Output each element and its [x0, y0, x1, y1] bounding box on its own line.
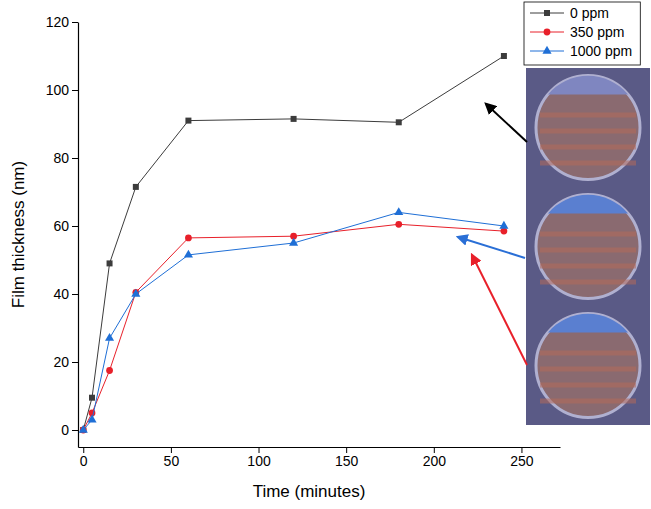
tick: 100	[46, 82, 78, 98]
marker	[501, 228, 508, 235]
marker	[87, 415, 96, 423]
marker	[185, 235, 192, 242]
tick-label: 40	[53, 286, 69, 302]
tick-mark	[72, 294, 78, 295]
y-axis-title: Film thickness (nm)	[9, 161, 28, 308]
tick: 20	[53, 354, 78, 370]
inset-background	[526, 68, 650, 187]
marker	[79, 425, 88, 433]
tick-mark	[72, 430, 78, 431]
marker	[396, 119, 402, 125]
inset-cap	[548, 76, 628, 95]
plot-area	[79, 53, 509, 433]
legend: 0 ppm 350 ppm 1000 ppm	[524, 2, 640, 65]
x-axis: 0 50 100 150 200 250	[79, 447, 561, 469]
arrow	[472, 255, 527, 365]
tick: 80	[53, 150, 78, 166]
inset-cap	[548, 195, 628, 214]
inset-band	[540, 264, 636, 269]
inset-background	[526, 187, 650, 306]
legend-label: 0 ppm	[570, 5, 609, 21]
arrow	[458, 237, 525, 258]
axis-line	[78, 23, 79, 448]
marker	[394, 207, 403, 215]
tick: 60	[53, 218, 78, 234]
inset-disc	[536, 195, 640, 299]
marker	[107, 260, 113, 266]
inset-disc	[536, 76, 640, 180]
legend-marker	[544, 10, 550, 16]
tick: 100	[247, 447, 271, 469]
legend-marker	[544, 29, 551, 36]
inset-band	[540, 161, 636, 166]
tick: 50	[164, 447, 180, 469]
chart: 0 50 100 150 200 250 0 20 40 60 80 100 120 Time (minu…	[0, 0, 651, 509]
tick-label: 60	[53, 218, 69, 234]
series-line	[83, 212, 504, 430]
legend-label: 350 ppm	[570, 24, 624, 40]
legend-box	[524, 2, 640, 65]
tick: 150	[335, 447, 359, 469]
tick-label: 150	[335, 453, 359, 469]
tick-label: 100	[46, 82, 70, 98]
tick-label: 0	[80, 453, 88, 469]
inset-band	[540, 113, 636, 118]
marker	[501, 53, 507, 59]
inset-band	[540, 248, 636, 253]
tick: 120	[46, 14, 78, 30]
marker	[106, 367, 113, 374]
tick-label: 120	[46, 14, 70, 30]
inset-background	[526, 306, 650, 425]
marker	[184, 250, 193, 258]
series-line	[83, 224, 504, 430]
inset-band	[540, 383, 636, 388]
tick: 40	[53, 286, 78, 302]
tick-mark	[72, 90, 78, 91]
tick-label: 20	[53, 354, 69, 370]
inset-band	[540, 129, 636, 134]
marker	[291, 116, 297, 122]
tick-label: 50	[164, 453, 180, 469]
tick-mark	[72, 22, 78, 23]
marker	[105, 333, 114, 341]
marker	[89, 395, 95, 401]
tick-mark	[72, 362, 78, 363]
inset-band	[540, 280, 636, 285]
inset-cap	[548, 314, 628, 333]
inset-band	[540, 367, 636, 372]
tick-label: 200	[423, 453, 447, 469]
inset-band	[540, 399, 636, 404]
inset-band	[540, 145, 636, 150]
inset-band	[540, 232, 636, 237]
marker	[131, 289, 140, 297]
inset-images	[526, 68, 650, 425]
y-axis: 0 20 40 60 80 100 120	[46, 14, 79, 448]
legend-label: 1000 ppm	[570, 43, 632, 59]
inset-band	[540, 351, 636, 356]
marker	[289, 238, 298, 246]
tick-mark	[72, 158, 78, 159]
inset-disc	[536, 314, 640, 418]
marker	[395, 221, 402, 228]
tick-label: 80	[53, 150, 69, 166]
tick-label: 250	[510, 453, 534, 469]
tick-mark	[72, 226, 78, 227]
tick-label: 100	[247, 453, 271, 469]
x-axis-title: Time (minutes)	[253, 482, 366, 501]
tick: 0	[61, 422, 78, 438]
arrow	[486, 104, 527, 142]
legend-marker	[542, 46, 551, 54]
marker	[185, 118, 191, 124]
marker	[499, 221, 508, 229]
tick: 0	[80, 447, 88, 469]
axis-line	[79, 447, 561, 448]
tick: 200	[423, 447, 447, 469]
tick-label: 0	[61, 422, 69, 438]
tick: 250	[510, 447, 534, 469]
series-line	[83, 56, 504, 430]
marker	[133, 184, 139, 190]
